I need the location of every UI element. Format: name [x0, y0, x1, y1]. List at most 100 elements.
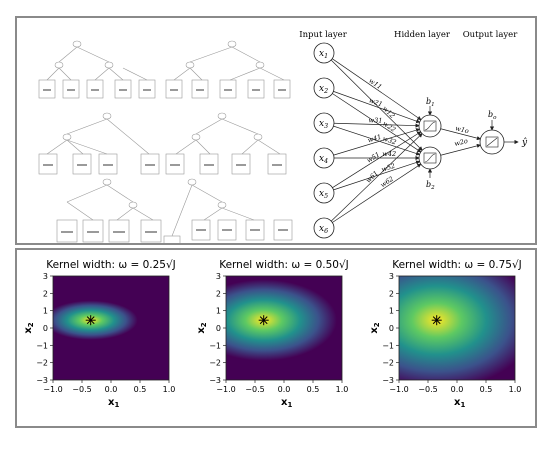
y-tick-label: 0 [389, 324, 394, 333]
weight-edge [330, 59, 423, 151]
weight-label: w51 [365, 150, 381, 164]
query-point-star [85, 315, 96, 326]
heatmap-area [399, 276, 515, 380]
x-tick-label: 0.0 [105, 385, 118, 394]
y-tick-label: 0 [43, 324, 48, 333]
weight-edge [330, 133, 423, 222]
input-node-label: x2 [319, 84, 328, 95]
x-tick-label: 1.0 [336, 385, 349, 394]
heatmap-title: Kernel width: ω = 0.50√J [219, 259, 349, 271]
activation-icon [423, 120, 437, 132]
output-weight-edge [440, 128, 482, 141]
neural-network-diagram: Input layer Hidden layer Output layer w1… [299, 30, 528, 239]
heatmap-title: Kernel width: ω = 0.75√J [392, 259, 522, 271]
weight-label: w41 [367, 133, 383, 145]
weight-label: w31 [368, 116, 382, 124]
input-node-label: x1 [319, 49, 328, 60]
output-weight-label: w1o [455, 124, 470, 135]
weight-edge [333, 122, 420, 128]
y-tick-label: 1 [389, 307, 394, 316]
y-tick-label: −1 [209, 341, 221, 350]
x-tick-label: −1.0 [43, 385, 62, 394]
heatmap-area [226, 276, 342, 380]
linear-icon [486, 137, 498, 147]
output-bias-label: bo [488, 110, 497, 121]
heatmap-title: Kernel width: ω = 0.25√J [46, 259, 176, 271]
x-tick-label: −0.5 [72, 385, 91, 394]
input-node-label: x3 [319, 119, 328, 130]
y-tick-label: 2 [43, 289, 48, 298]
output-label: ŷ [521, 137, 528, 148]
weight-label: w62 [379, 175, 395, 189]
decision-tree-5 [56, 178, 162, 243]
weight-edge [332, 131, 422, 188]
x-axis-label: x1 [454, 397, 465, 409]
query-point-star [431, 315, 442, 326]
sigmoid-icon [424, 121, 436, 131]
weight-label: w32 [382, 135, 398, 147]
input-node-label: x4 [319, 154, 328, 165]
activation-icon [423, 152, 437, 164]
x-axis-label: x1 [281, 397, 292, 409]
weight-edge [333, 91, 421, 124]
output-layer-label: Output layer [463, 30, 519, 40]
decision-tree-3 [38, 112, 160, 175]
weight-label: w12 [381, 104, 396, 119]
y-tick-label: −2 [209, 359, 221, 368]
x-tick-label: 0.0 [278, 385, 291, 394]
kernel-heatmap-1: Kernel width: ω = 0.25√J3 2 1 0 −1 −2 −3−1.0 −0… [23, 259, 176, 409]
input-node [313, 42, 335, 64]
y-tick-label: 3 [43, 272, 48, 281]
input-node-label: x6 [319, 224, 328, 235]
decision-tree-thumbnails [38, 40, 293, 251]
y-axis-label: x2 [23, 322, 35, 333]
input-node [313, 77, 335, 99]
top-panel-canvas: Input layer Hidden layer Output layer w1… [38, 30, 528, 251]
y-tick-label: −3 [382, 376, 394, 385]
y-tick-label: −2 [382, 359, 394, 368]
decision-tree-2 [165, 40, 291, 99]
linear-activation-icon [485, 136, 499, 148]
bias-label-2: b2 [426, 180, 435, 191]
x-tick-label: 0.5 [134, 385, 147, 394]
weight-label: w11 [367, 77, 383, 91]
x-tick-label: −1.0 [216, 385, 235, 394]
weight-edge [332, 93, 422, 153]
y-axis-label: x2 [369, 322, 381, 333]
heatmap-area [53, 276, 169, 380]
decision-tree-1 [38, 40, 156, 99]
y-tick-label: −3 [36, 376, 48, 385]
input-node [313, 147, 335, 169]
y-tick-label: −1 [36, 341, 48, 350]
kernel-heatmaps-panel: Kernel width: ω = 0.25√J 3 2 1 0 −1 −2 −3 −1.0 −0… [15, 248, 537, 428]
y-tick-label: −2 [36, 359, 48, 368]
query-point-star [258, 315, 269, 326]
input-node [313, 217, 335, 239]
model-diagrams-panel: Input layer Hidden layer Output layer w1… [15, 16, 537, 251]
decision-tree-6 [163, 178, 293, 251]
weight-label: w61 [364, 169, 380, 184]
x-axis-label: x1 [108, 397, 119, 409]
weight-edge [333, 128, 421, 156]
weight-label: w22 [381, 119, 397, 133]
x-tick-label: 0.5 [307, 385, 320, 394]
output-weight-label: w2o [454, 137, 469, 148]
x-tick-label: 1.0 [163, 385, 176, 394]
y-tick-label: −1 [382, 341, 394, 350]
output-weight-edge [440, 143, 482, 156]
sigmoid-icon [424, 153, 436, 163]
x-tick-label: −1.0 [389, 385, 408, 394]
y-tick-label: 3 [389, 272, 394, 281]
y-tick-label: 2 [216, 289, 221, 298]
input-node-label: x5 [319, 189, 328, 200]
hidden-layer-label: Hidden layer [394, 30, 451, 40]
input-node [313, 112, 335, 134]
weight-label: w52 [380, 162, 396, 174]
x-tick-label: −0.5 [418, 385, 437, 394]
input-node [313, 182, 335, 204]
x-tick-label: 1.0 [509, 385, 522, 394]
network-nodes: x1 x2 x3 x4 x5 x6 b1 b2 bo ŷ [313, 42, 528, 239]
weight-label: w42 [382, 150, 396, 158]
kernel-heatmap-2: Kernel width: ω = 0.50√J3 2 1 0 −1 −2 −3−1.0 −0… [196, 259, 349, 409]
